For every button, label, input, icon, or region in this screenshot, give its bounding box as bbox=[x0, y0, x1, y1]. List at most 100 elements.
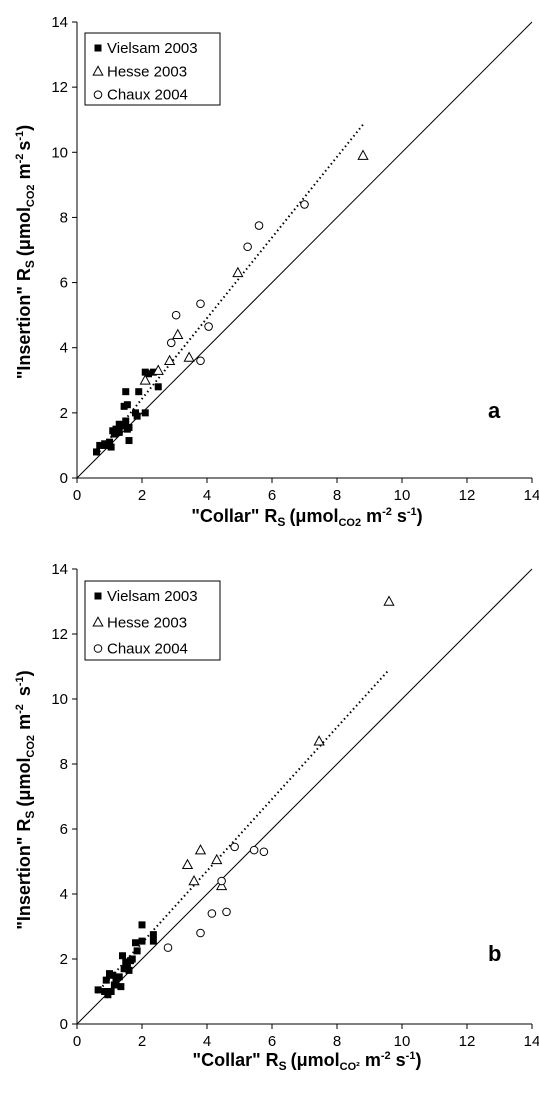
x-tick-label: 10 bbox=[394, 1033, 411, 1050]
y-tick-label: 14 bbox=[51, 561, 68, 578]
point-vielsam-2003 bbox=[115, 428, 123, 436]
point-vielsam-2003 bbox=[96, 441, 104, 449]
legend-marker-square bbox=[94, 592, 102, 600]
point-vielsam-2003 bbox=[119, 422, 126, 430]
y-axis-title-sub: S bbox=[23, 260, 37, 268]
y-axis-title-unit-s: s bbox=[14, 141, 34, 151]
point-hesse-2003 bbox=[211, 853, 223, 865]
point-vielsam-2003 bbox=[141, 409, 149, 417]
x-tick-label: 12 bbox=[459, 1033, 476, 1050]
legend-marker-triangle bbox=[92, 65, 104, 76]
point-chaux-2004 bbox=[207, 909, 217, 918]
point-chaux-2004 bbox=[166, 338, 176, 348]
x-axis-title-sub: S bbox=[279, 1059, 287, 1073]
y-tick-label: 10 bbox=[51, 144, 68, 161]
point-chaux-2004 bbox=[300, 200, 309, 209]
y-tick-label: 4 bbox=[60, 886, 68, 903]
point-vielsam-2003 bbox=[107, 443, 115, 451]
x-axis-title-close: ) bbox=[415, 1050, 421, 1070]
point-vielsam-2003 bbox=[125, 966, 133, 974]
y-tick-label: 0 bbox=[60, 1016, 68, 1033]
legend: Vielsam 2003 Hesse 2003 Chaux 2004 bbox=[84, 580, 221, 661]
y-axis-title-sup1: -2 bbox=[14, 154, 26, 164]
y-axis-title-unit: (μmol bbox=[14, 207, 34, 256]
point-vielsam-2003 bbox=[138, 937, 146, 945]
point-chaux-2004 bbox=[254, 221, 264, 230]
x-axis-title-unit-m: m bbox=[360, 1050, 381, 1070]
point-vielsam-2003 bbox=[117, 983, 125, 991]
x-axis-title-main: "Collar" R bbox=[191, 506, 277, 526]
x-tick-label: 0 bbox=[73, 1033, 81, 1050]
point-hesse-2003 bbox=[232, 266, 244, 278]
point-vielsam-2003 bbox=[138, 921, 146, 929]
point-vielsam-2003 bbox=[115, 973, 123, 981]
x-axis-title-main: "Collar" R bbox=[193, 1050, 279, 1070]
x-tick-label: 4 bbox=[203, 487, 211, 504]
y-axis-title: "Insertion" RS (μmolCO2 m-2 s-1) bbox=[14, 670, 37, 929]
legend-box bbox=[84, 32, 221, 106]
y-axis-title-unit-m: m bbox=[14, 163, 34, 184]
legend-marker-triangle bbox=[92, 616, 104, 627]
point-hesse-2003 bbox=[183, 351, 195, 362]
one-to-one-line bbox=[76, 21, 533, 479]
y-axis-title-sup2: -1 bbox=[14, 676, 26, 686]
y-tick-label: 12 bbox=[51, 79, 68, 96]
y-tick-label: 8 bbox=[60, 209, 68, 226]
x-tick-label: 2 bbox=[138, 1033, 146, 1050]
x-axis-title-close: ) bbox=[417, 506, 423, 526]
point-chaux-2004 bbox=[204, 322, 213, 331]
point-chaux-2004 bbox=[171, 310, 181, 320]
point-vielsam-2003 bbox=[107, 988, 115, 995]
y-axis-title-unit: (μmol bbox=[14, 758, 34, 807]
point-chaux-2004 bbox=[217, 876, 226, 886]
y-axis-title-close: ) bbox=[14, 670, 34, 676]
y-axis-title-sup1: -2 bbox=[14, 704, 26, 714]
point-vielsam-2003 bbox=[149, 368, 157, 376]
point-vielsam-2003 bbox=[125, 424, 133, 432]
y-axis-title-unit-s: s bbox=[14, 686, 34, 701]
point-vielsam-2003 bbox=[122, 417, 130, 425]
x-tick-label: 6 bbox=[268, 487, 276, 504]
x-axis-title-sup2: -1 bbox=[407, 506, 417, 518]
point-vielsam-2003 bbox=[145, 370, 152, 378]
legend-label: Vielsam 2003 bbox=[107, 40, 198, 57]
y-axis-title-main: "Insertion" R bbox=[14, 268, 34, 379]
y-tick-label: 2 bbox=[60, 951, 68, 968]
point-hesse-2003 bbox=[194, 844, 207, 855]
legend-label: Chaux 2004 bbox=[107, 641, 188, 658]
x-tick-label: 0 bbox=[73, 487, 81, 504]
point-hesse-2003 bbox=[357, 149, 369, 160]
chart-panel-a: 0 2 4 6 8 10 12 14 0 2 4 6 8 10 12 14 Vielsam 2003 Hesse … bbox=[14, 14, 539, 529]
point-vielsam-2003 bbox=[123, 401, 131, 409]
x-axis-title-unit: (μmol bbox=[291, 1050, 340, 1070]
y-tick-label: 4 bbox=[60, 340, 68, 357]
x-axis-title-sup1: -2 bbox=[382, 506, 392, 518]
regression-line bbox=[95, 123, 364, 456]
one-to-one-line bbox=[76, 568, 533, 1025]
point-chaux-2004 bbox=[196, 299, 205, 309]
y-tick-label: 10 bbox=[51, 691, 68, 708]
x-axis-title-unit-m: m bbox=[361, 506, 382, 526]
y-axis-title-unit-sub: CO2 bbox=[25, 735, 37, 758]
y-axis-title-main: "Insertion" R bbox=[14, 819, 34, 930]
legend-label: Vielsam 2003 bbox=[107, 588, 198, 605]
point-chaux-2004 bbox=[163, 943, 173, 952]
x-tick-label: 14 bbox=[524, 487, 539, 504]
y-tick-label: 12 bbox=[51, 626, 68, 643]
x-axis-title: "Collar" RS (μmolCO2 m-2 s-1) bbox=[191, 506, 422, 529]
x-axis-title-sup1: -2 bbox=[381, 1050, 391, 1062]
point-hesse-2003 bbox=[152, 364, 164, 375]
x-axis-title: "Collar" RS (μmolCO² m-2 s-1) bbox=[193, 1050, 422, 1073]
point-vielsam-2003 bbox=[106, 438, 113, 446]
x-tick-label: 4 bbox=[203, 1033, 211, 1050]
x-axis-title-unit-s: s bbox=[391, 1050, 406, 1070]
point-hesse-2003 bbox=[172, 328, 184, 339]
legend-marker-circle bbox=[93, 644, 103, 653]
point-vielsam-2003 bbox=[109, 971, 117, 979]
point-chaux-2004 bbox=[196, 928, 205, 938]
legend-label: Hesse 2003 bbox=[107, 63, 187, 80]
point-vielsam-2003 bbox=[149, 931, 157, 939]
point-vielsam-2003 bbox=[102, 976, 110, 984]
y-axis-title-unit-sub: CO2 bbox=[25, 184, 37, 207]
x-tick-label: 8 bbox=[333, 1033, 341, 1050]
